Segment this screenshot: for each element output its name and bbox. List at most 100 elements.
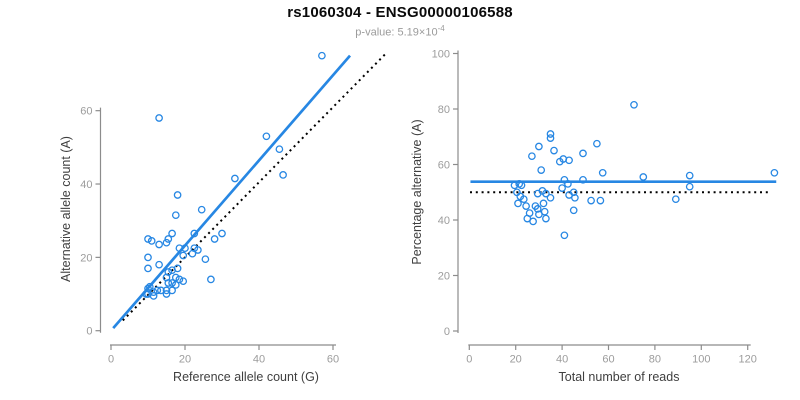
- data-point: [593, 139, 601, 148]
- data-point: [164, 268, 173, 276]
- data-point: [550, 146, 558, 155]
- data-point: [598, 168, 607, 177]
- y-axis-title: Alternative allele count (A): [59, 136, 73, 282]
- y-tick-label: 0: [444, 326, 450, 338]
- data-point: [190, 229, 199, 238]
- data-point: [144, 235, 152, 243]
- data-point: [564, 180, 572, 188]
- y-tick-label: 20: [438, 271, 450, 283]
- y-tick-label: 100: [432, 49, 450, 61]
- data-point: [155, 260, 163, 269]
- data-point: [535, 142, 543, 151]
- data-point: [540, 207, 549, 216]
- data-point: [147, 237, 156, 245]
- data-point: [179, 251, 188, 260]
- x-tick-label: 40: [253, 354, 265, 366]
- data-point: [168, 286, 176, 295]
- page-title: rs1060304 - ENSG00000106588: [287, 4, 513, 21]
- data-point: [201, 255, 210, 264]
- y-tick-label: 60: [438, 160, 450, 172]
- pvalue-subtitle: p-value: 5.19×10-4: [0, 24, 800, 39]
- y-tick-label: 80: [438, 104, 450, 116]
- y-tick-label: 40: [80, 179, 92, 191]
- x-axis-title: Total number of reads: [559, 370, 680, 384]
- data-point: [171, 211, 180, 220]
- data-point: [173, 191, 182, 199]
- data-point: [218, 229, 226, 238]
- x-tick-label: 20: [510, 354, 522, 366]
- data-point: [164, 235, 173, 243]
- data-point: [537, 166, 546, 174]
- data-point: [181, 244, 189, 253]
- data-point: [571, 193, 579, 202]
- data-point: [144, 264, 152, 273]
- data-point: [318, 51, 326, 60]
- data-point: [194, 246, 202, 254]
- data-point: [546, 134, 555, 142]
- x-axis-title: Reference allele count (G): [173, 370, 319, 384]
- data-point: [528, 152, 536, 161]
- data-point: [175, 244, 184, 253]
- y-tick-label: 20: [80, 252, 92, 264]
- x-tick-label: 60: [327, 354, 339, 366]
- data-point: [522, 202, 530, 210]
- data-point: [168, 229, 176, 238]
- data-point: [162, 286, 171, 295]
- data-point: [173, 264, 182, 273]
- x-tick-label: 0: [466, 354, 472, 366]
- data-point: [542, 214, 550, 223]
- data-point: [533, 205, 542, 213]
- data-point: [685, 182, 694, 191]
- x-tick-label: 100: [692, 354, 710, 366]
- data-point: [144, 253, 152, 262]
- data-point: [542, 189, 550, 198]
- x-tick-label: 20: [179, 354, 191, 366]
- data-point: [596, 196, 605, 205]
- data-point: [168, 279, 176, 287]
- x-tick-label: 80: [649, 354, 661, 366]
- data-point: [558, 184, 566, 192]
- data-point: [179, 277, 188, 286]
- data-point: [639, 173, 648, 181]
- pvalue-exponent: -4: [437, 24, 445, 33]
- y-tick-label: 40: [438, 215, 450, 227]
- data-point: [171, 281, 180, 289]
- data-point: [560, 231, 569, 240]
- data-point: [155, 240, 163, 249]
- fit-line: [112, 54, 352, 330]
- data-point: [630, 100, 638, 109]
- data-point: [529, 217, 537, 226]
- y-axis-title: Percentage alternative (A): [410, 119, 424, 264]
- data-point: [149, 292, 158, 300]
- data-point: [770, 168, 779, 177]
- x-tick-label: 60: [602, 354, 614, 366]
- data-point: [569, 206, 578, 215]
- y-tick-label: 0: [86, 326, 92, 338]
- data-point: [519, 195, 528, 204]
- data-point: [569, 188, 578, 197]
- data-point: [546, 130, 555, 138]
- data-point: [546, 193, 555, 202]
- data-point: [190, 244, 199, 253]
- data-point: [279, 171, 287, 179]
- data-point: [275, 145, 284, 154]
- data-point: [671, 195, 680, 204]
- data-point: [157, 286, 165, 295]
- y-tick-label: 60: [80, 106, 92, 118]
- data-point: [525, 209, 534, 217]
- x-tick-label: 0: [108, 354, 114, 366]
- data-point: [587, 196, 595, 205]
- data-point: [565, 156, 573, 165]
- x-tick-label: 40: [556, 354, 568, 366]
- data-point: [539, 199, 548, 208]
- data-point: [514, 199, 522, 208]
- data-point: [579, 175, 587, 184]
- data-point: [153, 286, 162, 295]
- data-point: [162, 238, 171, 247]
- data-point: [197, 205, 206, 214]
- pvalue-text: p-value: 5.19×10: [355, 26, 438, 39]
- x-tick-label: 120: [739, 354, 757, 366]
- data-point: [231, 174, 239, 183]
